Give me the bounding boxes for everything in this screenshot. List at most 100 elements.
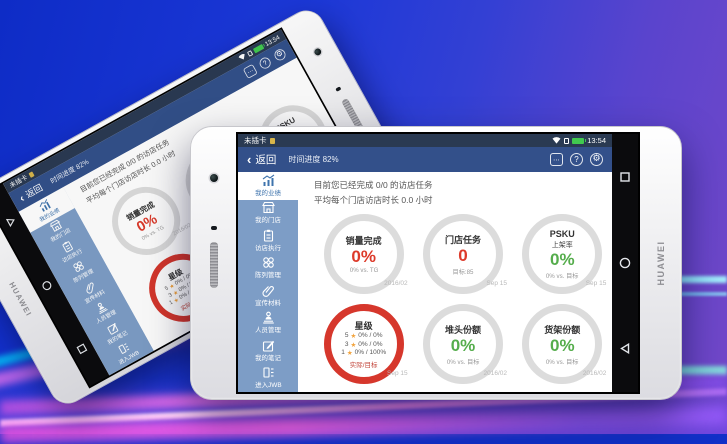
metric-sub: 目标:85 bbox=[452, 268, 474, 276]
wifi-icon bbox=[238, 53, 245, 60]
sidebar-item-display-management[interactable]: 陈列管理 bbox=[53, 248, 109, 293]
metric-star-cell: 星级 5 ★ 0% / 0% 3 ★ 0% / bbox=[314, 304, 413, 384]
sidebar-item-personnel[interactable]: 人员管理 bbox=[238, 310, 298, 338]
intro-line1: 目前您已经完成 0/0 的访店任务 bbox=[314, 180, 433, 190]
clipboard-icon bbox=[263, 229, 273, 242]
huawei-tablet: 未插卡 13:54 ‹ 返回 时间进度 82% bbox=[190, 126, 682, 400]
metric-title: 堆头份额 bbox=[444, 324, 481, 335]
metric-display-share[interactable]: 堆头份额 0% 0% vs. 目标 2016/02 bbox=[422, 304, 507, 384]
metric-value: 0% bbox=[550, 249, 575, 269]
metric-display-share-cell: 堆头份额 0% 0% vs. 目标 2016/02 bbox=[413, 304, 512, 384]
metric-row-1: 销量完成 0% 0% vs. TG 2016/02 门店任务 0 bbox=[314, 214, 612, 294]
metric-title: PSKU bbox=[549, 228, 575, 239]
metric-date: Sep 15 bbox=[585, 280, 607, 287]
front-camera-icon bbox=[312, 47, 323, 57]
back-triangle-icon[interactable] bbox=[5, 215, 17, 228]
metric-date: Sep 15 bbox=[486, 280, 507, 287]
time-progress-label: 时间进度 82% bbox=[288, 155, 339, 164]
metric-sub: 0% vs. TG bbox=[349, 267, 379, 274]
clipboard-icon bbox=[62, 241, 73, 253]
gear-glyph: ⚙ bbox=[274, 49, 285, 60]
help-icon[interactable]: ? bbox=[570, 153, 583, 166]
help-icon[interactable]: ? bbox=[257, 55, 273, 71]
huawei-logo: HUAWEI bbox=[7, 280, 34, 319]
metric-star-rating[interactable]: 星级 5 ★ 0% / 0% 3 ★ 0% / bbox=[323, 304, 408, 384]
sidebar-item-display-management[interactable]: 陈列管理 bbox=[238, 255, 298, 283]
metric-store-tasks[interactable]: 门店任务 0 目标:85 Sep 15 bbox=[422, 214, 507, 294]
speaker-grille-icon bbox=[209, 242, 218, 288]
sidebar-item-performance[interactable]: 我的业绩 bbox=[18, 187, 75, 233]
huawei-logo: HUAWEI bbox=[655, 240, 666, 286]
wifi-icon bbox=[552, 137, 561, 144]
sim-status-text: 未插卡 bbox=[244, 136, 267, 145]
settings-gear-icon[interactable]: ⚙ bbox=[272, 47, 288, 63]
home-circle-icon[interactable] bbox=[40, 278, 54, 292]
sidebar-label: 我的门店 bbox=[255, 217, 281, 224]
metric-value: 0% bbox=[351, 247, 376, 266]
sidebar-item-visit-execution[interactable]: 访店执行 bbox=[238, 227, 298, 255]
store-icon bbox=[50, 220, 62, 233]
sidebar-item-notes[interactable]: 我的笔记 bbox=[238, 337, 298, 365]
light-sensor-icon bbox=[334, 86, 342, 93]
chart-icon bbox=[262, 174, 274, 186]
metric-value: 0% bbox=[450, 335, 476, 355]
metric-sales-completion[interactable]: 销量完成 0% 0% vs. TG 2016/02 bbox=[323, 214, 408, 294]
store-icon bbox=[261, 202, 275, 214]
sidebar-item-performance[interactable]: 我的业绩 bbox=[238, 172, 298, 200]
sidebar-label: 我的笔记 bbox=[255, 354, 281, 362]
settings-gear-icon[interactable]: ⚙ bbox=[590, 153, 603, 166]
store-visit-app: 未插卡 13:54 ‹ 返回 时间进度 82% bbox=[238, 134, 612, 392]
sidebar-item-materials[interactable]: 宣传材料 bbox=[238, 282, 298, 310]
chevron-left-icon: ‹ bbox=[247, 151, 252, 167]
metric-subtitle: 上架率 bbox=[551, 241, 573, 249]
back-label: 返回 bbox=[255, 154, 277, 166]
notes-icon bbox=[262, 340, 274, 352]
metric-title: 货架份额 bbox=[544, 324, 581, 335]
network-icon bbox=[246, 49, 254, 57]
dashboard: 目前您已经完成 0/0 的访店任务 平均每个门店访店时长 0.0 小时 销量完成… bbox=[298, 172, 612, 392]
metric-shelf-share[interactable]: 货架份额 0% 0% vs. 目标 2016/02 bbox=[522, 304, 606, 384]
sidebar-label: 宣传材料 bbox=[255, 299, 281, 307]
star-icon: ★ bbox=[350, 332, 357, 341]
star-footer: 实际/目标 bbox=[349, 361, 378, 369]
grid-icon bbox=[73, 261, 84, 273]
metric-sub: 0% vs. 目标 bbox=[546, 358, 579, 366]
metric-date: 2016/02 bbox=[384, 280, 408, 287]
sidebar-label: 我的业绩 bbox=[255, 189, 281, 197]
back-button[interactable]: ‹ 返回 bbox=[247, 152, 276, 167]
metric-date: Sep 15 bbox=[387, 370, 408, 377]
metric-psku-rate[interactable]: PSKU 上架率 0% 0% vs. 目标 Sep 15 bbox=[522, 214, 606, 294]
metric-title: 门店任务 bbox=[444, 234, 481, 245]
clock-text: 13:54 bbox=[587, 136, 606, 145]
sidebar-label: 访店执行 bbox=[255, 244, 281, 252]
recents-square-icon[interactable] bbox=[620, 172, 630, 182]
chart-icon bbox=[39, 199, 51, 212]
star-icon: ★ bbox=[346, 349, 353, 358]
recents-square-icon[interactable] bbox=[76, 343, 88, 355]
metric-shelf-share-cell: 货架份额 0% 0% vs. 目标 2016/02 bbox=[513, 304, 612, 384]
sidebar-item-visit-execution[interactable]: 访店执行 bbox=[41, 228, 97, 273]
paperclip-icon bbox=[261, 285, 274, 297]
star-values: 0% / 0% bbox=[358, 340, 383, 348]
light-sensor-icon bbox=[210, 226, 217, 230]
app-header: ‹ 返回 时间进度 82% ⋯ ? ⚙ bbox=[238, 147, 612, 172]
metric-tasks-cell: 门店任务 0 目标:85 Sep 15 bbox=[413, 214, 512, 294]
front-camera-icon bbox=[209, 174, 218, 182]
sidebar-label: 人员管理 bbox=[255, 327, 281, 334]
metric-title: 销量完成 bbox=[345, 236, 382, 246]
app-body: 我的业绩 我的门店 访店执行 陈列管理 bbox=[238, 172, 612, 392]
network-icon bbox=[564, 137, 570, 144]
metric-date: 2016/02 bbox=[582, 370, 607, 377]
sidebar-item-enter-jwb[interactable]: 进入JWB bbox=[238, 365, 298, 393]
star-count: 5 bbox=[344, 332, 349, 340]
chat-icon[interactable]: ⋯ bbox=[550, 153, 563, 166]
metric-sub: 0% vs. 目标 bbox=[446, 358, 480, 366]
tablet-screen: 未插卡 13:54 ‹ 返回 时间进度 82% bbox=[236, 132, 640, 394]
sidebar-item-stores[interactable]: 我的门店 bbox=[238, 200, 298, 228]
status-right: 13:54 bbox=[237, 33, 281, 62]
back-triangle-icon[interactable] bbox=[620, 343, 630, 354]
sidebar-label: 进入JWB bbox=[254, 382, 282, 389]
sidebar: 我的业绩 我的门店 访店执行 陈列管理 bbox=[238, 172, 298, 392]
home-circle-icon[interactable] bbox=[619, 257, 631, 269]
sidebar-item-stores[interactable]: 我的门店 bbox=[30, 208, 86, 253]
